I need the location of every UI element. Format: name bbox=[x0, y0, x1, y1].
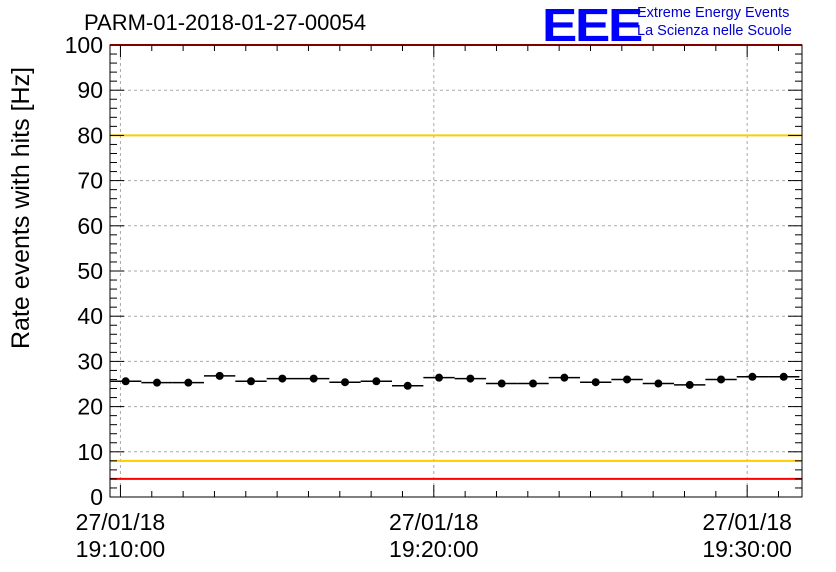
reference-lines bbox=[110, 44, 802, 480]
y-tick-label: 10 bbox=[77, 439, 103, 465]
data-point bbox=[717, 375, 726, 384]
data-point bbox=[560, 373, 569, 382]
data-point bbox=[779, 372, 788, 381]
data-point bbox=[121, 377, 130, 386]
data-point bbox=[278, 374, 287, 383]
grid bbox=[110, 45, 802, 497]
data-point bbox=[153, 378, 162, 387]
data-point bbox=[372, 377, 381, 386]
data-point bbox=[247, 377, 256, 386]
x-tick-label-time: 19:20:00 bbox=[389, 536, 479, 562]
y-tick-label: 90 bbox=[77, 77, 103, 103]
y-axis-label: Rate events with hits [Hz] bbox=[7, 67, 35, 349]
data-point bbox=[529, 379, 538, 388]
axis-ticks bbox=[110, 44, 802, 498]
data-point bbox=[435, 373, 444, 382]
x-tick-label-time: 19:30:00 bbox=[702, 536, 792, 562]
eee-logo-mark: EEE bbox=[542, 0, 643, 51]
data-point bbox=[215, 371, 224, 380]
x-tick-label-date: 27/01/18 bbox=[76, 509, 166, 535]
logo-line-1: Extreme Energy Events bbox=[637, 5, 790, 21]
x-tick-label-time: 19:10:00 bbox=[76, 536, 166, 562]
data-point bbox=[497, 379, 506, 388]
y-tick-label: 40 bbox=[77, 303, 103, 329]
data-point bbox=[341, 378, 350, 387]
data-point bbox=[748, 372, 757, 381]
tick-labels: 010203040506070809010027/01/1819:10:0027… bbox=[65, 32, 792, 562]
data-point bbox=[184, 378, 193, 387]
data-point bbox=[654, 379, 663, 388]
y-tick-label: 70 bbox=[77, 168, 103, 194]
data-point bbox=[623, 375, 632, 384]
x-tick-label-date: 27/01/18 bbox=[389, 509, 479, 535]
y-tick-label: 80 bbox=[77, 122, 103, 148]
y-tick-label: 50 bbox=[77, 258, 103, 284]
data-point bbox=[403, 381, 412, 390]
data-point bbox=[309, 374, 318, 383]
y-tick-label: 0 bbox=[90, 484, 103, 510]
data-point bbox=[685, 380, 694, 389]
logo-caption: Extreme Energy Events La Scienza nelle S… bbox=[637, 4, 792, 40]
y-tick-label: 30 bbox=[77, 348, 103, 374]
chart-title: PARM-01-2018-01-27-00054 bbox=[84, 10, 367, 35]
x-tick-label-date: 27/01/18 bbox=[702, 509, 792, 535]
logo-line-2: La Scienza nelle Scuole bbox=[637, 23, 792, 39]
y-tick-label: 20 bbox=[77, 394, 103, 420]
y-tick-label: 60 bbox=[77, 213, 103, 239]
data-points bbox=[110, 371, 800, 390]
data-point bbox=[466, 374, 475, 383]
y-tick-label: 100 bbox=[65, 32, 103, 58]
data-point bbox=[591, 378, 600, 387]
